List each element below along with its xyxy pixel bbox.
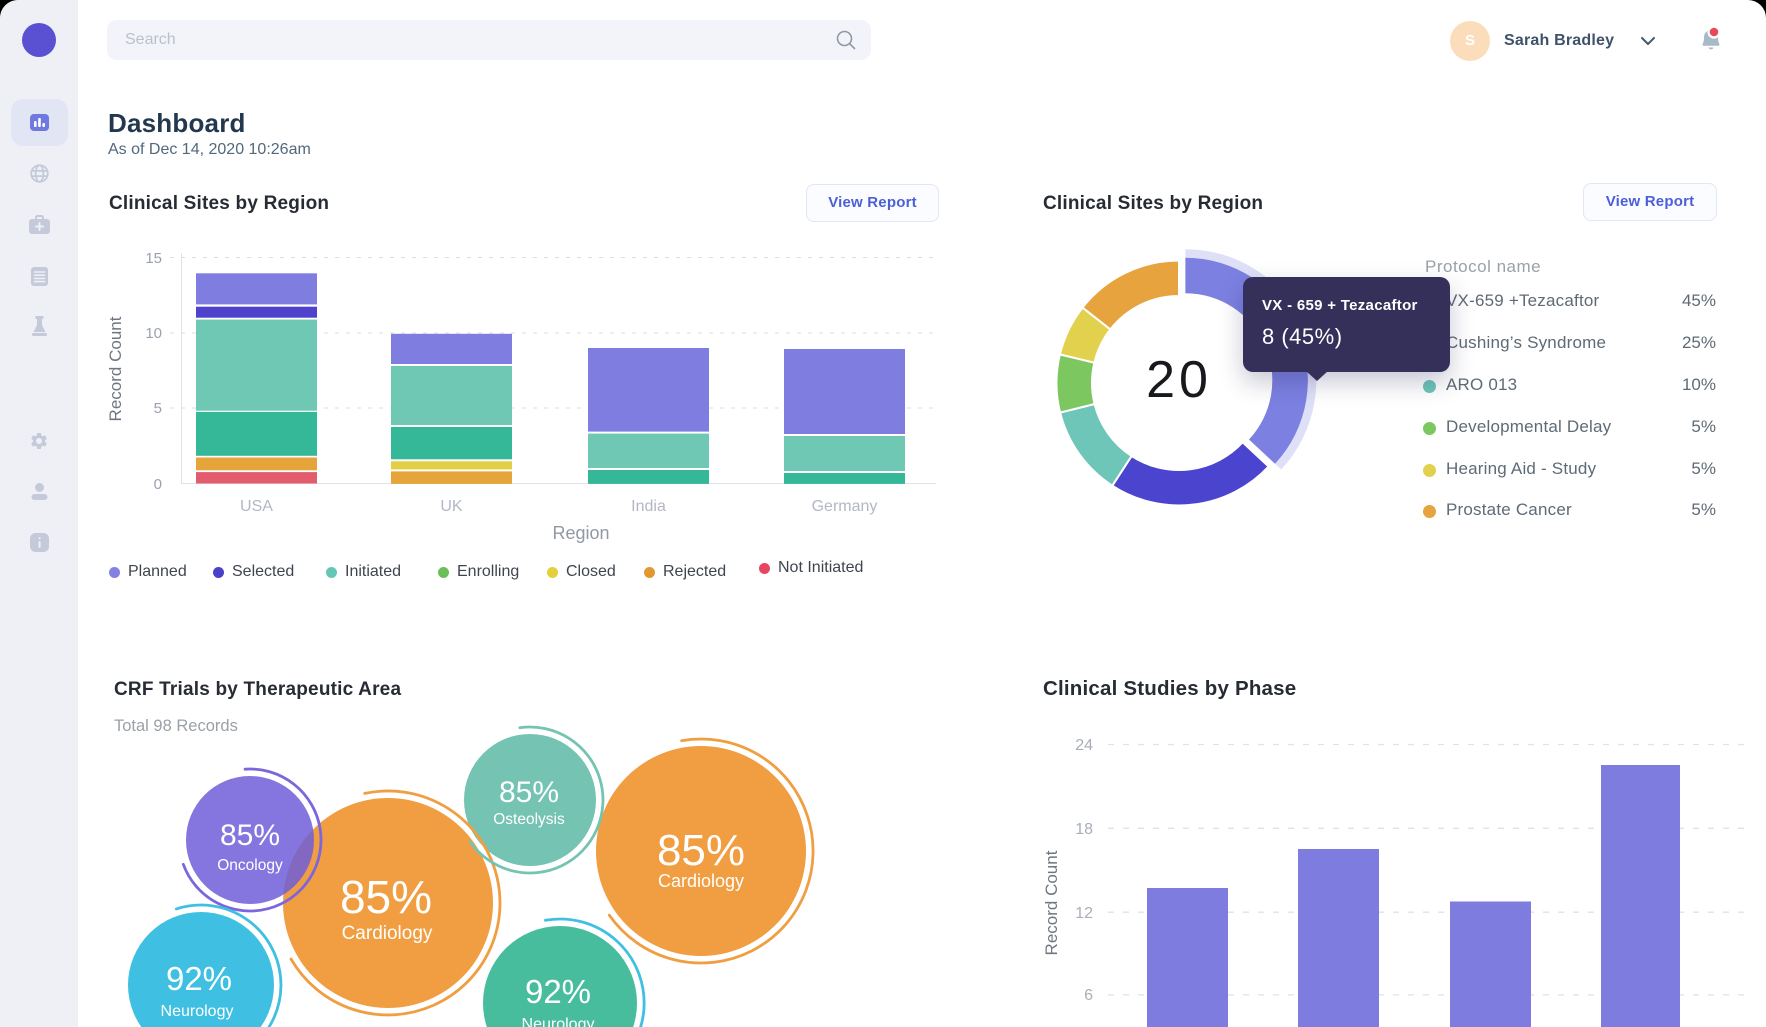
svg-text:Cardiology: Cardiology: [342, 923, 433, 944]
svg-text:18: 18: [1075, 821, 1093, 838]
svg-text:24: 24: [1075, 737, 1093, 754]
svg-text:10: 10: [145, 325, 162, 342]
svg-text:India: India: [631, 498, 666, 515]
svg-text:Oncology: Oncology: [217, 857, 283, 874]
svg-text:Region: Region: [552, 523, 609, 543]
svg-text:5: 5: [154, 400, 162, 417]
svg-text:15: 15: [145, 250, 162, 267]
svg-text:UK: UK: [440, 498, 463, 515]
svg-text:Record Count: Record Count: [1042, 850, 1061, 955]
svg-text:0: 0: [154, 476, 162, 493]
svg-text:85%: 85%: [657, 826, 745, 875]
svg-text:12: 12: [1075, 905, 1093, 922]
svg-text:Osteolysis: Osteolysis: [493, 811, 565, 828]
svg-text:Neurology: Neurology: [161, 1003, 234, 1020]
svg-text:USA: USA: [240, 498, 273, 515]
svg-text:92%: 92%: [166, 960, 232, 997]
svg-text:85%: 85%: [499, 776, 559, 809]
svg-text:6: 6: [1084, 987, 1093, 1004]
svg-text:Germany: Germany: [812, 498, 878, 515]
svg-text:85%: 85%: [220, 819, 280, 852]
svg-text:85%: 85%: [340, 871, 432, 923]
svg-text:Cardiology: Cardiology: [658, 871, 744, 891]
svg-text:Neurology: Neurology: [522, 1016, 595, 1027]
svg-text:Record Count: Record Count: [106, 316, 125, 421]
svg-text:92%: 92%: [525, 973, 591, 1010]
